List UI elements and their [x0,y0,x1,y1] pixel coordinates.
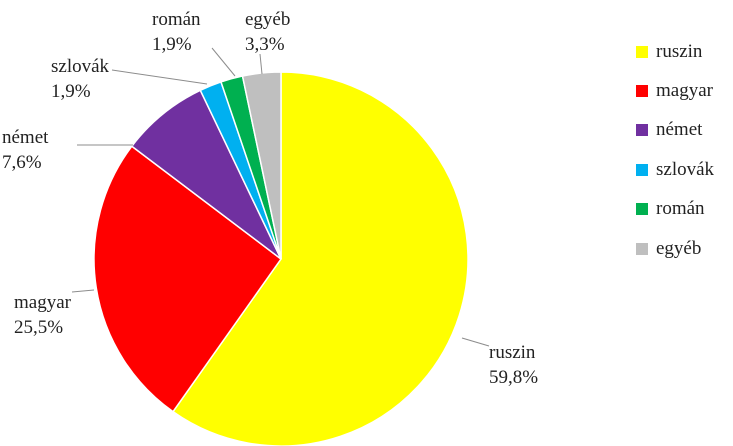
legend-item-szlovák: szlovák [636,150,714,189]
legend-swatch [636,242,648,255]
leader-line-román [211,47,236,77]
data-label-német: német 7,6% [2,127,49,173]
data-label-category: egyéb [245,9,290,30]
data-label-value: 25,5% [14,317,63,338]
leader-line-magyar [71,289,95,293]
legend-item-ruszin: ruszin [636,32,714,71]
legend-item-egyéb: egyéb [636,229,714,268]
data-label-román: román 1,9% [152,9,201,55]
legend-label: egyéb [656,237,702,259]
data-label-category: ruszin [489,342,536,363]
legend-label: román [656,198,705,220]
legend-swatch [636,45,648,58]
leader-line-egyéb [259,53,263,75]
data-label-ruszin: ruszin 59,8% [489,342,538,388]
data-label-value: 1,9% [51,81,91,102]
legend-label: magyar [656,80,713,102]
legend-swatch [636,203,648,216]
pie-slice-magyar [93,145,283,413]
data-label-category: magyar [14,292,72,313]
legend-label: ruszin [656,40,703,62]
legend-swatch [636,124,648,137]
data-label-category: német [2,127,49,148]
data-label-value: 59,8% [489,367,538,388]
legend: ruszin magyar német szlovák román egyéb [636,32,714,268]
data-label-category: szlovák [51,56,110,77]
data-label-value: 1,9% [152,34,192,55]
legend-label: szlovák [656,158,715,180]
leader-line-szlovák [111,69,208,85]
leader-line-ruszin [461,337,490,347]
data-label-category: román [152,9,201,30]
legend-swatch [636,85,648,98]
legend-swatch [636,163,648,176]
data-label-value: 7,6% [2,152,42,173]
data-label-szlovák: szlovák 1,9% [51,56,110,102]
legend-item-magyar: magyar [636,71,714,110]
legend-item-német: német [636,111,714,150]
legend-label: német [656,119,703,141]
data-label-magyar: magyar 25,5% [14,292,72,338]
data-label-value: 3,3% [245,34,285,55]
legend-item-román: román [636,190,714,229]
data-label-egyéb: egyéb 3,3% [245,9,290,55]
